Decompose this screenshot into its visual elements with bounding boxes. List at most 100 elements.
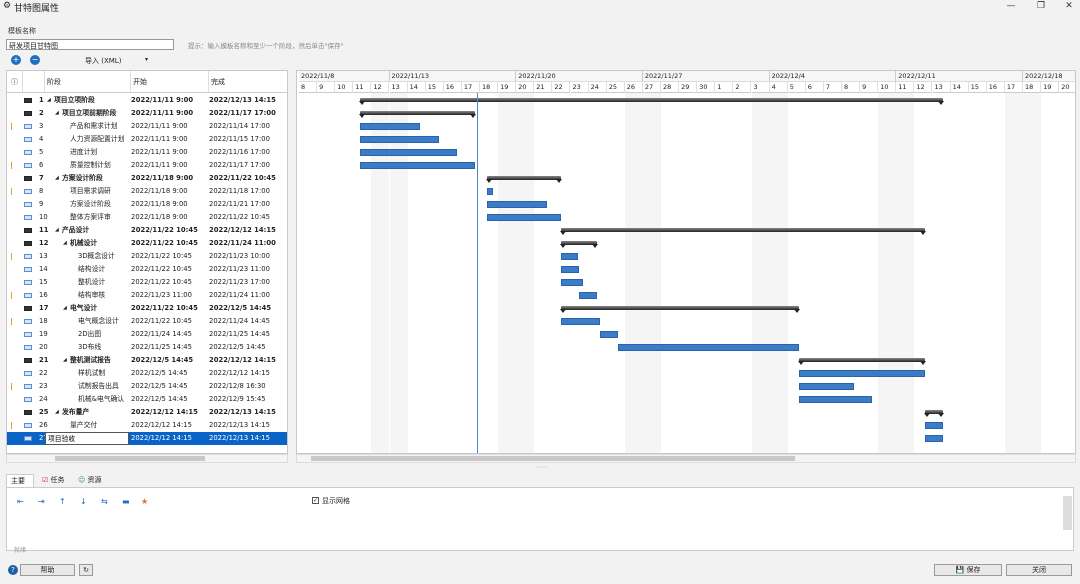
collapse-icon[interactable]: ◢ [55, 175, 59, 181]
start-cell[interactable]: 2022/11/25 14:45 [131, 343, 192, 351]
task-bar[interactable] [360, 123, 421, 130]
task-bar[interactable] [360, 149, 457, 156]
tab-tasks[interactable]: ☑ 任务 [38, 474, 70, 487]
table-row[interactable]: 22 样机试制 2022/12/5 14:45 2022/12/12 14:15 [7, 367, 287, 380]
collapse-icon[interactable]: ◢ [55, 409, 59, 415]
task-name-cell[interactable]: 项目验收 [45, 432, 129, 445]
collapse-icon[interactable]: ◢ [63, 240, 67, 246]
start-cell[interactable]: 2022/11/22 10:45 [131, 304, 198, 312]
task-name-cell[interactable]: 电气设计 [70, 304, 98, 312]
task-name-cell[interactable]: 整机测试报告 [70, 356, 111, 364]
start-cell[interactable]: 2022/12/12 14:15 [131, 434, 192, 442]
start-cell[interactable]: 2022/11/18 9:00 [131, 187, 188, 195]
finish-cell[interactable]: 2022/11/24 11:00 [209, 291, 270, 299]
table-row[interactable]: 19 2D出图 2022/11/24 14:45 2022/11/25 14:45 [7, 328, 287, 341]
task-bar[interactable] [798, 396, 872, 403]
task-name-cell[interactable]: 进度计划 [70, 148, 98, 156]
task-name-cell[interactable]: 量产交付 [70, 421, 98, 429]
finish-cell[interactable]: 2022/11/23 17:00 [209, 278, 270, 286]
task-bar[interactable] [925, 435, 944, 442]
table-row[interactable]: 16 结构审核 2022/11/23 11:00 2022/11/24 11:00 [7, 289, 287, 302]
task-bar[interactable] [925, 422, 944, 429]
finish-cell[interactable]: 2022/11/18 17:00 [209, 187, 270, 195]
finish-cell[interactable]: 2022/11/16 17:00 [209, 148, 270, 156]
table-row[interactable]: 10 整体方案评审 2022/11/18 9:00 2022/11/22 10:45 [7, 211, 287, 224]
table-row[interactable]: 1 ◢ 项目立项阶段 2022/11/11 9:00 2022/12/13 14:15 [7, 94, 287, 107]
start-cell[interactable]: 2022/11/22 10:45 [131, 239, 198, 247]
table-row[interactable]: 21 ◢ 整机测试报告 2022/12/5 14:45 2022/12/12 14:15 [7, 354, 287, 367]
help-icon[interactable]: ? [8, 565, 18, 575]
refresh-button[interactable]: ↻ [79, 564, 93, 576]
splitter-grip[interactable]: ⋯⋯ [535, 464, 547, 471]
task-name-cell[interactable]: 样机试制 [78, 369, 106, 377]
start-cell[interactable]: 2022/11/22 10:45 [131, 226, 198, 234]
task-bar[interactable] [560, 279, 584, 286]
start-cell[interactable]: 2022/11/11 9:00 [131, 122, 188, 130]
task-bar[interactable] [560, 253, 579, 260]
tab-main[interactable]: 主要 [6, 474, 34, 487]
finish-cell[interactable]: 2022/11/17 17:00 [209, 109, 276, 117]
template-name-input[interactable]: 研发项目甘特图 [6, 39, 174, 50]
import-xml-button[interactable]: 导入 (XML) [85, 57, 122, 65]
table-row[interactable]: 25 ◢ 发布量产 2022/12/12 14:15 2022/12/13 14:15 [7, 406, 287, 419]
start-cell[interactable]: 2022/11/22 10:45 [131, 265, 192, 273]
table-row[interactable]: 3 产品和需求计划 2022/11/11 9:00 2022/11/14 17:00 [7, 120, 287, 133]
summary-bar[interactable] [797, 358, 927, 365]
task-bar[interactable] [486, 201, 548, 208]
move-down-icon[interactable]: ↓ [80, 497, 87, 506]
task-name-cell[interactable]: 方案设计阶段 [62, 174, 103, 182]
start-cell[interactable]: 2022/12/5 14:45 [131, 395, 188, 403]
task-bar[interactable] [798, 383, 855, 390]
task-bar[interactable] [617, 344, 799, 351]
start-cell[interactable]: 2022/11/23 11:00 [131, 291, 192, 299]
start-cell[interactable]: 2022/11/22 10:45 [131, 317, 192, 325]
task-name-cell[interactable]: 3D布线 [78, 343, 102, 351]
task-bar[interactable] [560, 266, 579, 273]
table-row[interactable]: 4 人力资源配置计划 2022/11/11 9:00 2022/11/15 17:00 [7, 133, 287, 146]
task-bar[interactable] [360, 162, 475, 169]
table-row[interactable]: 14 结构设计 2022/11/22 10:45 2022/11/23 11:00 [7, 263, 287, 276]
finish-cell[interactable]: 2022/11/23 10:00 [209, 252, 270, 260]
task-name-cell[interactable]: 项目立项前期阶段 [62, 109, 117, 117]
summary-bar[interactable] [559, 241, 599, 248]
task-name-cell[interactable]: 整体方案评审 [70, 213, 111, 221]
start-cell[interactable]: 2022/11/11 9:00 [131, 148, 188, 156]
save-button[interactable]: 💾 保存 [934, 564, 1002, 576]
start-cell[interactable]: 2022/11/24 14:45 [131, 330, 192, 338]
task-name-cell[interactable]: 产品设计 [62, 226, 90, 234]
finish-cell[interactable]: 2022/12/13 14:15 [209, 434, 270, 442]
finish-cell[interactable]: 2022/11/15 17:00 [209, 135, 270, 143]
restore-icon[interactable]: ❐ [1036, 1, 1046, 11]
close-icon[interactable]: ✕ [1065, 1, 1073, 11]
start-cell[interactable]: 2022/11/11 9:00 [131, 109, 194, 117]
start-cell[interactable]: 2022/11/18 9:00 [131, 174, 194, 182]
task-bar[interactable] [486, 214, 561, 221]
task-name-cell[interactable]: 结构设计 [78, 265, 106, 273]
finish-cell[interactable]: 2022/11/17 17:00 [209, 161, 270, 169]
table-row[interactable]: 17 ◢ 电气设计 2022/11/22 10:45 2022/12/5 14:45 [7, 302, 287, 315]
task-name-cell[interactable]: 项目立项阶段 [54, 96, 95, 104]
start-cell[interactable]: 2022/12/5 14:45 [131, 382, 188, 390]
start-cell[interactable]: 2022/11/22 10:45 [131, 252, 192, 260]
table-row[interactable]: 18 电气概念设计 2022/11/22 10:45 2022/11/24 14:45 [7, 315, 287, 328]
start-cell[interactable]: 2022/11/18 9:00 [131, 213, 188, 221]
task-name-cell[interactable]: 结构审核 [78, 291, 106, 299]
start-cell[interactable]: 2022/11/11 9:00 [131, 135, 188, 143]
phase-header[interactable]: 阶段 [45, 71, 131, 93]
chart-scroll-thumb[interactable] [311, 456, 795, 461]
start-cell[interactable]: 2022/11/11 9:00 [131, 161, 188, 169]
start-cell[interactable]: 2022/12/12 14:15 [131, 408, 198, 416]
start-cell[interactable]: 2022/12/12 14:15 [131, 421, 192, 429]
outdent-icon[interactable]: ⇤ [17, 497, 24, 506]
summary-bar[interactable] [485, 176, 562, 183]
summary-bar[interactable] [359, 98, 945, 105]
link-tasks-icon[interactable]: ⇆ [101, 497, 108, 506]
start-cell[interactable]: 2022/11/18 9:00 [131, 200, 188, 208]
collapse-icon[interactable]: ◢ [55, 110, 59, 116]
finish-cell[interactable]: 2022/12/12 14:15 [209, 369, 270, 377]
collapse-icon[interactable]: ◢ [47, 97, 51, 103]
remove-icon[interactable]: − [30, 55, 40, 65]
help-button[interactable]: 帮助 [20, 564, 75, 576]
finish-cell[interactable]: 2022/12/12 14:15 [209, 226, 276, 234]
finish-header[interactable]: 完成 [209, 71, 287, 93]
